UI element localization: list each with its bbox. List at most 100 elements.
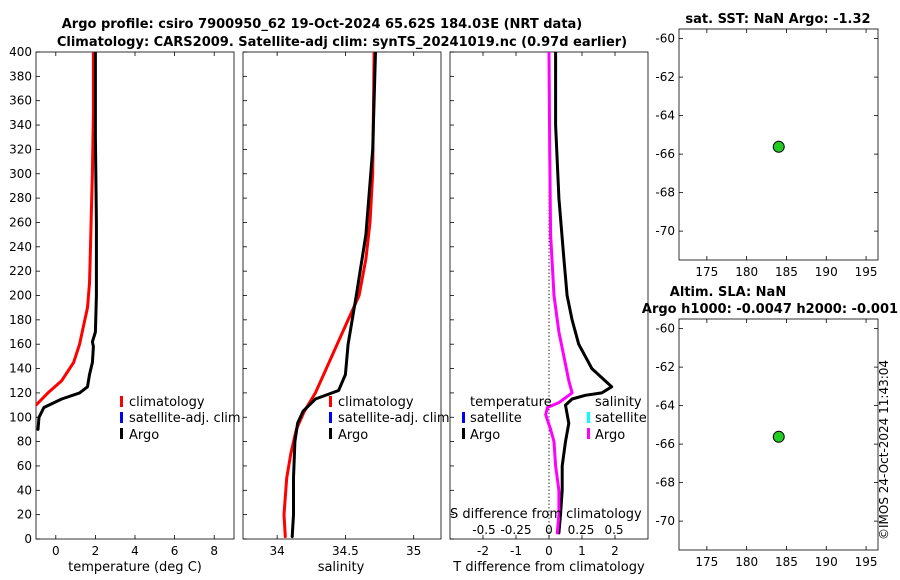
x-tick-label: 180	[735, 555, 758, 569]
legend-swatch-t-argo	[462, 428, 465, 439]
y-tick-label: -66	[655, 147, 675, 161]
x-tick-label: 2	[92, 544, 100, 558]
x-tick-label: 34	[269, 544, 284, 558]
series-line-s-argo	[544, 52, 574, 535]
y-tick-label: 340	[9, 118, 32, 132]
sla-map-title-line1: Altim. SLA: NaN	[670, 285, 786, 300]
figure-title-line1: Argo profile: csiro 7900950_62 19-Oct-20…	[62, 17, 583, 32]
top-tick-label: -0.5	[472, 523, 495, 537]
y-tick-label: 360	[9, 94, 32, 108]
x-tick-label: 175	[695, 555, 718, 569]
figure-title-line2: Climatology: CARS2009. Satellite-adj cli…	[57, 35, 627, 50]
difference-legend-temperature: temperature satellite Argo	[462, 395, 552, 443]
legend-label-climatology: climatology	[338, 395, 414, 410]
legend-label-argo: Argo	[129, 428, 159, 443]
x-tick-label: -1	[510, 544, 522, 558]
y-tick-label: -70	[655, 514, 675, 528]
y-tick-label: -62	[655, 70, 675, 84]
y-tick-label: 260	[9, 215, 32, 229]
x-tick-label: 8	[210, 544, 218, 558]
series-line-argo	[290, 52, 377, 539]
y-tick-label: -66	[655, 437, 675, 451]
legend-label-argo: Argo	[338, 428, 368, 443]
sst-map-title: sat. SST: NaN Argo: -1.32	[685, 12, 870, 27]
x-tick-label: 185	[775, 265, 798, 279]
legend-label-t-argo: Argo	[470, 428, 500, 443]
t-difference-xlabel: T difference from climatology	[452, 560, 645, 575]
salinity-panel: 34 34.5 35 salinity climatology satellite-…	[242, 51, 450, 575]
y-tick-label: 240	[9, 240, 32, 254]
x-tick-label: 180	[735, 265, 758, 279]
y-tick-label: 0	[24, 532, 32, 546]
y-tick-label: -60	[655, 32, 675, 46]
x-tick-label: 2	[611, 544, 619, 558]
y-tick-label: 280	[9, 191, 32, 205]
y-tick-label: -68	[655, 476, 675, 490]
y-tick-label: -68	[655, 186, 675, 200]
top-tick-label: 0.25	[568, 523, 595, 537]
series-line-t-argo	[554, 52, 614, 535]
x-tick-label: 0	[52, 544, 60, 558]
x-tick-label: 195	[855, 555, 878, 569]
salinity-plot-frame	[242, 51, 442, 540]
y-tick-label: 40	[17, 483, 32, 497]
top-tick-label: 0.5	[604, 523, 623, 537]
legend-swatch-argo	[329, 428, 332, 439]
s-difference-label: S difference from climatology	[450, 507, 642, 522]
top-tick-label: -0.25	[500, 523, 531, 537]
temperature-plot-frame	[35, 51, 235, 540]
sla-map-title-line2: Argo h1000: -0.0047 h2000: -0.001	[642, 302, 898, 317]
legend-swatch-satellite-adj	[329, 412, 332, 423]
y-tick-label: 180	[9, 313, 32, 327]
legend-swatch-climatology	[329, 396, 332, 407]
x-tick-label: -2	[477, 544, 489, 558]
temperature-xlabel: temperature (deg C)	[68, 560, 202, 575]
legend-swatch-t-satellite	[462, 412, 465, 423]
legend-swatch-s-satellite	[587, 412, 590, 423]
x-tick-label: 190	[815, 555, 838, 569]
legend-label-t-satellite: satellite	[470, 411, 522, 426]
legend-label-satellite-adj: satellite-adj. clim	[129, 411, 241, 426]
legend-swatch-s-argo	[587, 428, 590, 439]
temperature-panel: 0204060801001201401601802002202402602803…	[9, 45, 241, 575]
legend-swatch-satellite-adj	[120, 412, 123, 423]
legend-label-satellite-adj: satellite-adj. clim	[338, 411, 450, 426]
y-tick-label: -64	[655, 109, 675, 123]
legend-label-s-argo: Argo	[595, 428, 625, 443]
legend-label-s-satellite: satellite	[595, 411, 647, 426]
series-line-climatology	[282, 52, 376, 539]
y-tick-label: 400	[9, 45, 32, 59]
argo-location-point	[772, 140, 785, 153]
y-tick-label: -70	[655, 224, 675, 238]
y-tick-label: -64	[655, 399, 675, 413]
y-tick-label: 160	[9, 337, 32, 351]
argo-location-point	[772, 430, 785, 443]
x-tick-label: 190	[815, 265, 838, 279]
imos-timestamp-watermark: ©IMOS 24-Oct-2024 11:43:04	[877, 360, 891, 540]
y-tick-label: 140	[9, 362, 32, 376]
temperature-legend: climatology satellite-adj. clim Argo	[120, 395, 241, 443]
legend-swatch-argo	[120, 428, 123, 439]
legend-swatch-climatology	[120, 396, 123, 407]
series-line-climatology	[36, 52, 95, 407]
top-tick-label: 0	[545, 523, 553, 537]
y-tick-label: 80	[17, 435, 32, 449]
x-tick-label: 34.5	[332, 544, 359, 558]
sst-map-panel: sat. SST: NaN Argo: -1.32 175 180 185 190 19…	[655, 12, 879, 279]
difference-panel: -2 -1 0 1 2 S difference from climatology -0…	[449, 51, 649, 575]
x-tick-label: 1	[578, 544, 586, 558]
x-tick-label: 6	[171, 544, 179, 558]
x-tick-label: 175	[695, 265, 718, 279]
y-tick-label: 300	[9, 167, 32, 181]
y-tick-label: 100	[9, 410, 32, 424]
y-tick-label: 320	[9, 142, 32, 156]
x-tick-label: 0	[545, 544, 553, 558]
y-tick-label: 60	[17, 459, 32, 473]
y-tick-label: 20	[17, 508, 32, 522]
x-tick-label: 4	[131, 544, 139, 558]
sla-map-panel: Altim. SLA: NaN Argo h1000: -0.0047 h200…	[642, 285, 898, 569]
legend-label-climatology: climatology	[129, 395, 205, 410]
y-tick-label: 120	[9, 386, 32, 400]
y-tick-label: 200	[9, 289, 32, 303]
